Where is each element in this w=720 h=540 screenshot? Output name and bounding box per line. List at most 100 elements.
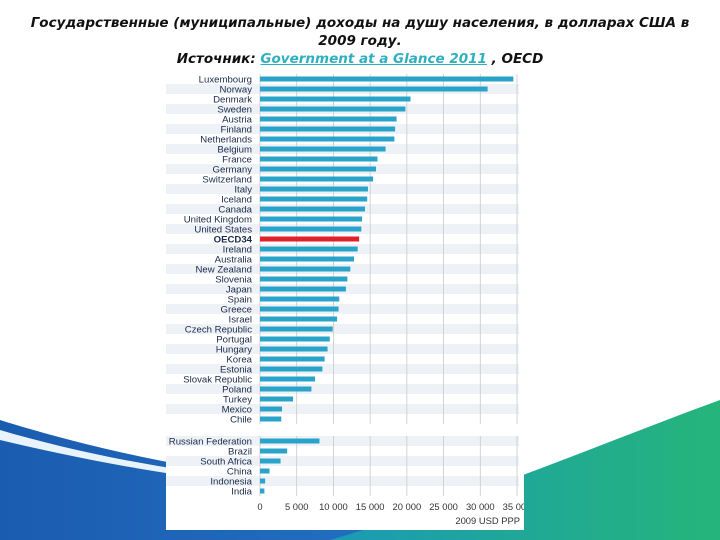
row-stripe — [166, 456, 519, 466]
source-link[interactable]: Government at a Glance 2011 — [260, 51, 487, 67]
category-label: Canada — [218, 204, 252, 215]
title-line-2: 2009 году. — [318, 33, 402, 49]
category-label: Ireland — [223, 244, 252, 255]
row-stripe — [166, 384, 519, 394]
revenue-per-capita-chart: LuxembourgNorwayDenmarkSwedenAustriaFinl… — [166, 74, 524, 526]
bar — [260, 166, 377, 172]
bar — [260, 226, 362, 232]
category-label: Finland — [221, 124, 252, 135]
bar — [260, 458, 281, 464]
category-label: China — [227, 466, 253, 477]
x-axis: 0 5 000 10 000 15 000 20 000 25 000 30 000 35 0… — [257, 501, 524, 526]
title-line-1: Государственные (муниципальные) доходы н… — [30, 15, 690, 31]
category-label: Portugal — [216, 334, 252, 345]
bar — [260, 146, 386, 152]
source-prefix: Источник: — [176, 51, 261, 67]
bar — [260, 186, 368, 192]
slide-title: Государственные (муниципальные) доходы н… — [0, 14, 720, 68]
bar — [260, 126, 396, 132]
bar — [260, 286, 346, 292]
category-label: Korea — [226, 354, 252, 365]
category-label: Estonia — [220, 364, 253, 375]
category-label: OECD34 — [214, 234, 253, 245]
bar — [260, 246, 358, 252]
category-label: Luxembourg — [199, 74, 252, 85]
bar — [260, 176, 374, 182]
x-tick-label: 30 000 — [466, 501, 495, 512]
category-label: South Africa — [200, 456, 252, 467]
x-axis-label: 2009 USD PPP — [455, 515, 520, 526]
source-suffix: , OECD — [486, 51, 544, 67]
bar — [260, 96, 411, 102]
category-label: Hungary — [216, 344, 252, 355]
bar — [260, 106, 406, 112]
category-label: Australia — [215, 254, 253, 265]
bar — [260, 266, 351, 272]
bar — [260, 156, 378, 162]
bar — [260, 366, 323, 372]
bar — [260, 76, 514, 82]
bar — [260, 276, 348, 282]
row-stripe — [166, 436, 519, 446]
category-labels: LuxembourgNorwayDenmarkSwedenAustriaFinl… — [169, 74, 253, 497]
background-green-wave — [330, 400, 720, 540]
category-label: Russian Federation — [169, 436, 252, 447]
bar — [260, 206, 366, 212]
x-tick-label: 15 000 — [356, 501, 385, 512]
row-stripe — [166, 344, 519, 354]
bar — [260, 136, 395, 142]
bar-highlight — [260, 236, 360, 242]
bar — [260, 196, 368, 202]
category-label: Italy — [234, 184, 252, 195]
category-label: Japan — [226, 284, 252, 295]
row-stripe — [166, 304, 519, 314]
bar — [260, 448, 288, 454]
category-label: Israel — [229, 314, 252, 325]
category-label: Czech Republic — [185, 324, 252, 335]
category-label: France — [222, 154, 252, 165]
row-stripe — [166, 324, 519, 334]
category-label: Chile — [230, 414, 252, 425]
bar — [260, 416, 282, 422]
category-label: Slovenia — [215, 274, 252, 285]
bar — [260, 406, 283, 412]
row-stripe — [166, 364, 519, 374]
x-tick-label: 5 000 — [285, 501, 308, 512]
bar — [260, 478, 266, 484]
bar — [260, 386, 312, 392]
bar — [260, 488, 265, 494]
category-label: New Zealand — [195, 264, 252, 275]
category-label: India — [231, 486, 252, 497]
bars — [260, 76, 514, 494]
bar — [260, 256, 354, 262]
category-label: Spain — [227, 294, 252, 305]
category-label: Mexico — [222, 404, 252, 415]
source-line: Источник: Government at a Glance 2011 , … — [0, 50, 720, 68]
bar — [260, 356, 325, 362]
bar — [260, 326, 333, 332]
bar — [260, 346, 328, 352]
category-label: Switzerland — [202, 174, 252, 185]
bar — [260, 216, 363, 222]
x-tick-label: 35 000 — [503, 501, 524, 512]
category-label: Iceland — [221, 194, 252, 205]
x-tick-label: 25 000 — [429, 501, 458, 512]
bar — [260, 306, 339, 312]
x-tick-label: 20 000 — [393, 501, 422, 512]
chart-panel: Luxembourg Norway Denmark Sweden Austria Finl… — [166, 70, 524, 530]
bar — [260, 376, 316, 382]
category-label: Belgium — [217, 144, 252, 155]
category-label: Greece — [221, 304, 252, 315]
category-label: United States — [194, 224, 252, 235]
category-label: Slovak Republic — [183, 374, 252, 385]
row-stripe — [166, 476, 519, 486]
category-label: Netherlands — [200, 134, 252, 145]
category-label: Turkey — [223, 394, 252, 405]
bar — [260, 396, 294, 402]
category-label: United Kingdom — [184, 214, 252, 225]
x-tick-label: 0 — [257, 501, 262, 512]
category-label: Austria — [222, 114, 253, 125]
row-stripe — [166, 404, 519, 414]
bar — [260, 468, 270, 474]
bar — [260, 116, 397, 122]
